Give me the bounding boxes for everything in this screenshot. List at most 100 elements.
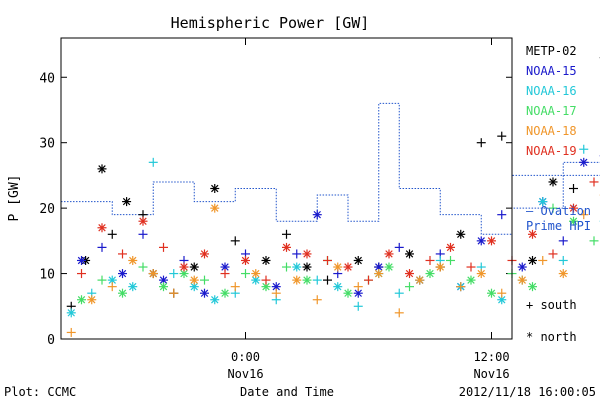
point-noaa-15 [497,210,507,220]
point-noaa-19 [220,269,230,279]
point-noaa-18 [394,308,404,318]
point-noaa-19 [569,203,578,213]
point-noaa-18 [169,288,179,298]
point-noaa-15 [220,262,230,272]
point-noaa-18 [312,295,322,305]
point-noaa-18 [189,275,199,285]
point-noaa-19 [77,269,86,279]
point-metp-02 [497,131,507,141]
point-noaa-18 [148,269,158,279]
point-noaa-17 [220,288,230,298]
point-noaa-19 [302,249,312,259]
point-noaa-17 [179,269,189,279]
point-metp-02 [189,262,199,272]
point-noaa-16 [558,255,568,265]
point-noaa-18 [456,282,466,292]
point-noaa-17 [138,262,148,272]
point-noaa-16 [128,282,138,292]
point-noaa-16 [394,288,404,298]
point-noaa-18 [353,282,363,292]
point-noaa-19 [200,249,209,259]
point-noaa-19 [425,255,435,265]
point-noaa-17 [302,275,312,285]
point-noaa-16 [333,282,343,292]
point-noaa-15 [159,275,168,285]
point-noaa-17 [487,288,496,298]
point-noaa-17 [589,236,599,246]
point-metp-02 [122,197,132,207]
point-noaa-15 [579,157,589,167]
point-noaa-19 [179,262,189,272]
point-noaa-17 [466,275,476,285]
point-noaa-18 [87,295,97,305]
point-noaa-19 [97,223,107,233]
point-noaa-15 [476,236,486,246]
point-noaa-17 [425,269,435,279]
point-noaa-19 [384,249,394,259]
ovation-hpi-path [61,102,600,235]
point-noaa-19 [241,255,250,265]
point-noaa-17 [446,255,455,265]
point-noaa-16 [312,275,322,285]
point-noaa-16 [538,197,548,207]
point-noaa-18 [517,275,527,285]
legend-item-noaa-15: NOAA-15 [526,64,577,78]
point-noaa-16 [210,295,220,305]
point-noaa-17 [528,282,537,292]
point-noaa-17 [118,288,127,298]
point-noaa-16 [169,269,179,279]
x-tick-day-label: Nov16 [227,367,263,381]
point-noaa-15 [394,242,404,252]
x-tick-day-label: Nov16 [473,367,509,381]
point-metp-02 [528,255,537,265]
point-noaa-17 [282,262,291,272]
marker-legend-north: * north [526,330,577,344]
ovation-legend-line2: Prime HPI [526,219,591,233]
point-noaa-18 [271,288,281,298]
point-noaa-15 [138,229,148,239]
point-noaa-19 [364,275,373,285]
point-noaa-18 [251,269,261,279]
point-noaa-15 [97,242,107,252]
point-noaa-18 [579,210,589,220]
point-noaa-16 [353,301,363,311]
point-noaa-17 [548,203,558,213]
timestamp: 2012/11/18 16:00:05 [459,385,596,399]
plot-frame [60,37,513,340]
ovation-hpi-line [61,102,600,235]
point-noaa-16 [66,308,76,318]
point-metp-02 [261,255,271,265]
legend-item-noaa-17: NOAA-17 [526,104,577,118]
point-noaa-17 [97,275,107,285]
point-noaa-19 [446,242,455,252]
legend-item-noaa-18: NOAA-18 [526,124,577,138]
y-axis-label: P [GW] [7,175,22,222]
point-noaa-18 [538,255,548,265]
point-metp-02 [210,184,220,193]
y-axis-ticks: 0 10 20 30 40 [39,71,512,348]
point-noaa-19 [343,262,353,272]
point-noaa-19 [487,236,496,246]
point-noaa-19 [466,262,476,272]
point-metp-02 [456,229,466,239]
point-noaa-19 [159,242,168,252]
point-noaa-16 [579,144,589,154]
point-noaa-18 [292,275,302,285]
point-noaa-19 [282,242,291,252]
legend-item-metp-02: METP-02 [526,44,577,58]
ovation-legend-line1: — Ovation [526,204,591,218]
point-noaa-15 [517,262,527,272]
point-noaa-17 [200,275,209,285]
point-noaa-16 [148,157,158,167]
point-noaa-19 [528,229,537,239]
point-noaa-18 [210,203,220,213]
point-noaa-19 [548,249,558,259]
point-noaa-18 [435,262,445,272]
point-noaa-17 [569,216,578,226]
point-metp-02 [302,262,312,272]
point-noaa-18 [497,288,507,298]
point-noaa-19 [261,275,271,285]
y-tick-label: 30 [39,137,55,152]
legend: METP-02 NOAA-15 NOAA-16 NOAA-17 NOAA-18 NOAA-… [526,44,577,158]
